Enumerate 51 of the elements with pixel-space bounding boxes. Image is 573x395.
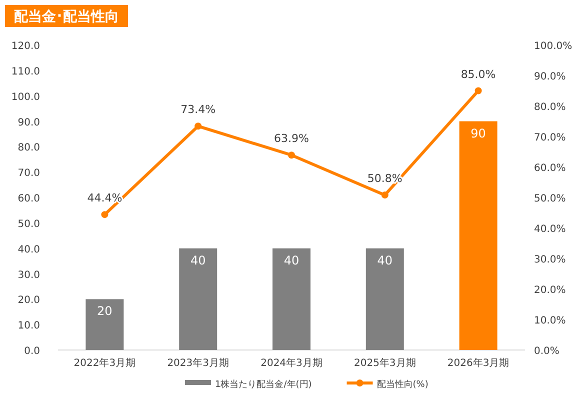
x-tick-label: 2023年3月期 xyxy=(167,357,230,369)
y-tick-label: 80.0 xyxy=(18,142,40,154)
y-tick-label: 30.0 xyxy=(18,270,40,281)
bar xyxy=(179,248,218,350)
y-tick-label: 20.0 xyxy=(18,295,40,306)
y2-tick-label: 80.0% xyxy=(534,102,566,113)
bar xyxy=(272,248,310,350)
y2-tick-label: 10.0% xyxy=(534,316,566,326)
point xyxy=(288,152,295,159)
y2-tick-label: 100.0% xyxy=(534,41,572,52)
x-tick-label: 2022年3月期 xyxy=(74,357,136,369)
x-tick-label: 2026年3月期 xyxy=(447,357,510,369)
point xyxy=(194,122,202,130)
point xyxy=(101,211,108,218)
data-label: 20 xyxy=(97,304,112,318)
data-label: 73.4% xyxy=(180,103,216,116)
data-label: 40 xyxy=(377,253,393,268)
y-tick-label: 0.0 xyxy=(24,346,40,357)
data-label: 40 xyxy=(284,253,300,268)
y2-tick-label: 20.0% xyxy=(534,285,566,296)
chart-title: 配当金･配当性向 xyxy=(14,9,119,25)
bar xyxy=(86,299,124,350)
data-label: 90 xyxy=(470,126,486,140)
x-tick-label: 2024年3月期 xyxy=(260,357,322,369)
y2-tick-label: 40.0% xyxy=(534,224,566,235)
y-tick-label: 50.0 xyxy=(18,218,40,230)
y2-tick-label: 70.0% xyxy=(534,132,566,144)
y-tick-label: 60.0 xyxy=(18,194,40,204)
y2-tick-label: 60.0% xyxy=(534,163,566,174)
data-label: 85.0% xyxy=(460,68,496,81)
data-label: 63.9% xyxy=(274,132,309,146)
data-label: 40 xyxy=(190,253,206,268)
y2-tick-label: 50.0% xyxy=(534,194,566,204)
y2-tick-label: 30.0% xyxy=(534,254,566,266)
y-tick-label: 110.0 xyxy=(11,66,40,78)
y-tick-label: 120.0 xyxy=(11,41,40,52)
y-tick-label: 100.0 xyxy=(11,92,40,103)
bar xyxy=(366,248,404,350)
y-tick-label: 90.0 xyxy=(18,117,40,128)
y-tick-label: 70.0 xyxy=(18,168,40,180)
data-label: 44.4% xyxy=(87,192,122,205)
y-tick-label: 40.0 xyxy=(18,244,40,256)
legend-label: 配当性向(%) xyxy=(376,379,428,390)
point xyxy=(381,192,388,199)
y-tick-label: 10.0 xyxy=(18,320,40,332)
y2-tick-label: 90.0% xyxy=(534,72,566,82)
x-tick-label: 2025年3月期 xyxy=(354,357,416,369)
y2-tick-label: 0.0% xyxy=(534,346,560,357)
bar xyxy=(459,121,498,350)
legend-label: 1株当たり配当金/年(円) xyxy=(215,379,312,390)
point xyxy=(474,87,482,94)
